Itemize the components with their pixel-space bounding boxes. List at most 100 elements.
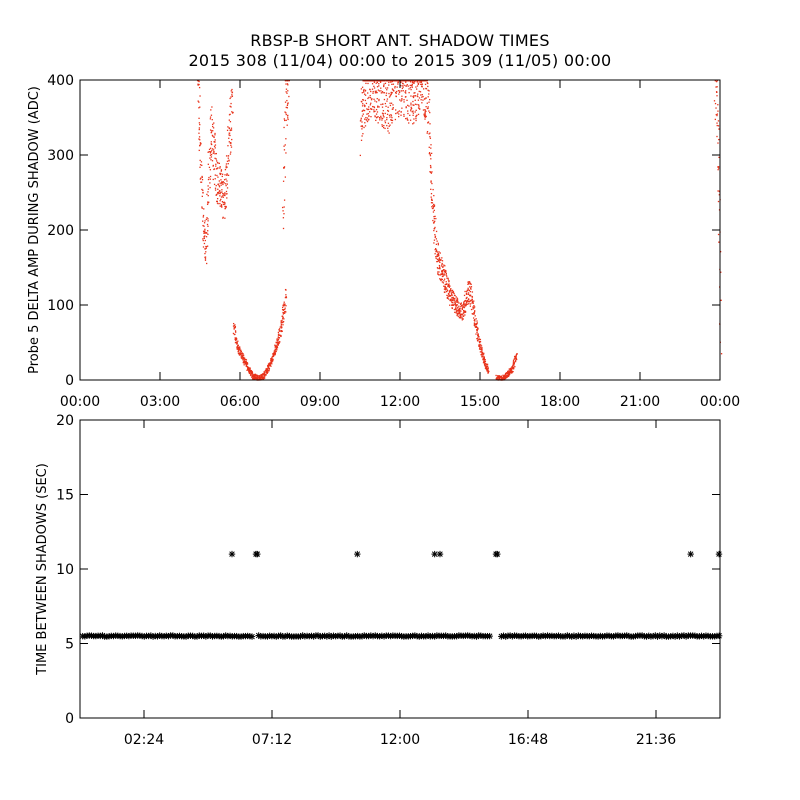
amplitude-point — [224, 202, 226, 204]
amplitude-point — [392, 83, 395, 85]
amplitude-point — [455, 296, 457, 298]
amplitude-point — [215, 194, 218, 196]
x-tick-label: 12:00 — [380, 732, 420, 748]
amplitude-point — [428, 133, 430, 135]
amplitude-point — [383, 116, 385, 118]
amplitude-point — [369, 104, 372, 106]
amplitude-point — [451, 307, 453, 310]
amplitude-point — [483, 361, 485, 363]
amplitude-point — [388, 81, 390, 84]
amplitude-point — [477, 327, 479, 329]
amplitude-point — [487, 370, 489, 372]
amplitude-point — [473, 319, 475, 322]
amplitude-point — [445, 283, 447, 286]
amplitude-point — [365, 116, 367, 119]
amplitude-point — [438, 255, 440, 257]
amplitude-point — [389, 104, 392, 107]
amplitude-point — [456, 310, 459, 312]
amplitude-point — [200, 181, 202, 183]
amplitude-point — [470, 287, 472, 289]
amplitude-point — [243, 364, 245, 366]
amplitude-point — [370, 115, 372, 118]
amplitude-point — [446, 297, 449, 299]
amplitude-point — [276, 346, 279, 349]
amplitude-point — [220, 170, 222, 172]
amplitude-point — [270, 358, 272, 360]
amplitude-point — [513, 361, 515, 363]
amplitude-point — [444, 285, 446, 288]
amplitude-point — [234, 326, 236, 329]
amplitude-point — [433, 221, 435, 223]
amplitude-point — [506, 376, 508, 379]
amplitude-point — [436, 260, 438, 263]
amplitude-point — [219, 166, 221, 168]
amplitude-point — [372, 80, 374, 82]
amplitude-point — [372, 105, 374, 108]
amplitude-point — [473, 307, 475, 309]
amplitude-point — [370, 90, 372, 93]
amplitude-point — [454, 311, 456, 313]
amplitude-point — [442, 269, 444, 272]
amplitude-point — [380, 80, 382, 82]
amplitude-point — [390, 102, 393, 104]
amplitude-point — [395, 95, 397, 98]
amplitude-point — [232, 322, 235, 325]
amplitude-point — [216, 167, 218, 170]
amplitude-point — [220, 182, 223, 184]
amplitude-point — [374, 100, 376, 102]
amplitude-point — [460, 315, 462, 317]
amplitude-point — [464, 314, 466, 316]
amplitude-point — [448, 286, 451, 288]
amplitude-point — [446, 277, 448, 279]
amplitude-point — [277, 337, 280, 339]
amplitude-point — [221, 206, 223, 208]
amplitude-point — [203, 237, 205, 239]
amplitude-point — [283, 318, 285, 320]
amplitude-point — [281, 308, 284, 311]
amplitude-point — [391, 80, 393, 82]
amplitude-point — [373, 98, 375, 100]
amplitude-point — [383, 85, 385, 88]
amplitude-point — [471, 299, 473, 301]
amplitude-point — [380, 115, 382, 118]
amplitude-point — [508, 368, 510, 370]
amplitude-point — [410, 95, 412, 97]
amplitude-point — [209, 118, 212, 120]
amplitude-point — [386, 89, 388, 91]
amplitude-point — [210, 114, 213, 116]
amplitude-point — [483, 362, 485, 364]
amplitude-point — [277, 341, 279, 343]
amplitude-point — [223, 179, 226, 181]
amplitude-point — [205, 247, 207, 249]
amplitude-point — [463, 301, 465, 303]
amplitude-point — [431, 182, 433, 185]
amplitude-point — [447, 279, 449, 281]
amplitude-point — [389, 124, 391, 126]
amplitude-point — [377, 122, 379, 124]
shadow-interval-series — [79, 550, 723, 640]
amplitude-point — [205, 245, 207, 248]
amplitude-point — [202, 189, 204, 191]
amplitude-point — [366, 80, 368, 82]
amplitude-point — [717, 142, 719, 144]
amplitude-point — [383, 124, 385, 127]
amplitude-point — [235, 341, 237, 344]
amplitude-point — [430, 144, 432, 146]
amplitude-point — [455, 308, 457, 310]
amplitude-point — [475, 323, 478, 326]
y-tick-label: 200 — [47, 223, 74, 239]
amplitude-point — [238, 354, 241, 356]
x-tick-label: 12:00 — [380, 394, 420, 410]
amplitude-point — [271, 361, 273, 363]
amplitude-point — [401, 95, 403, 97]
amplitude-point — [237, 346, 239, 349]
amplitude-point — [439, 252, 441, 254]
amplitude-point — [243, 362, 245, 364]
amplitude-point — [461, 319, 463, 321]
amplitude-point — [444, 265, 446, 267]
amplitude-point — [281, 321, 283, 324]
amplitude-point — [445, 274, 447, 276]
amplitude-point — [250, 372, 252, 375]
amplitude-point — [435, 230, 438, 233]
amplitude-point — [280, 327, 283, 329]
